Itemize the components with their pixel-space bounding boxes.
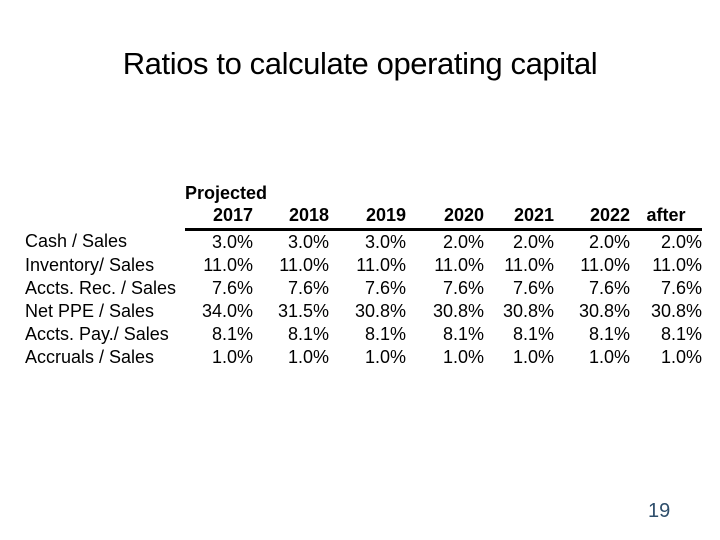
row-label: Inventory/ Sales [25,255,155,275]
ratio-value-cell: 3.0% [211,232,253,252]
ratio-value-cell: 8.1% [364,324,406,344]
table-year-row: 2017 2018 2019 2020 2021 2022 after [25,204,702,231]
column-header: 2020 [406,204,484,231]
column-header: 2017 [185,204,253,231]
row-label: Accts. Rec. / Sales [25,278,177,298]
table-group-header: Projected [185,183,268,203]
row-label: Accruals / Sales [25,347,155,367]
ratio-value-cell: 7.6% [660,278,702,298]
row-label: Cash / Sales [25,231,128,252]
ratio-value-cell: 2.0% [660,232,702,252]
empty-corner-cell [25,204,185,230]
ratio-value-cell: 1.0% [512,347,554,367]
column-header: 2022 [554,204,630,231]
ratio-value-cell: 2.0% [442,232,484,252]
row-label: Net PPE / Sales [25,301,155,321]
ratio-value-cell: 11.0% [580,255,630,275]
ratio-value-cell: 8.1% [660,324,702,344]
ratio-value-cell: 7.6% [512,278,554,298]
ratio-value-cell: 1.0% [660,347,702,367]
ratio-value-cell: 11.0% [279,255,329,275]
slide-title: Ratios to calculate operating capital [122,46,598,81]
table-body: Cash / Sales 3.0% 3.0% 3.0% 2.0% 2.0% 2.0% 2.0%… [25,230,702,370]
ratio-value-cell: 1.0% [588,347,630,367]
ratio-value-cell: 30.8% [650,301,702,321]
ratio-value-cell: 7.6% [287,278,329,298]
column-header: 2018 [253,204,329,231]
ratio-value-cell: 11.0% [504,255,554,275]
table-row: Accts. Rec. / Sales 7.6% 7.6% 7.6% 7.6% 7.6% 7… [25,277,702,300]
ratio-value-cell: 7.6% [364,278,406,298]
table-row: Cash / Sales 3.0% 3.0% 3.0% 2.0% 2.0% 2.0% 2.0% [25,230,702,255]
ratio-value-cell: 1.0% [364,347,406,367]
projected-row: Projected [25,182,702,204]
ratio-value-cell: 34.0% [201,301,253,321]
ratio-value-cell: 30.8% [502,301,554,321]
ratio-value-cell: 8.1% [588,324,630,344]
ratio-value-cell: 7.6% [588,278,630,298]
ratio-value-cell: 7.6% [211,278,253,298]
row-label: Accts. Pay./ Sales [25,324,169,344]
page-number: 19 [648,500,671,522]
ratio-value-cell: 11.0% [434,255,484,275]
ratio-value-cell: 3.0% [287,232,329,252]
ratio-value-cell: 1.0% [211,347,253,367]
ratio-value-cell: 1.0% [287,347,329,367]
ratio-value-cell: 8.1% [287,324,329,344]
column-header: 2019 [329,204,406,231]
table-row: Net PPE / Sales 34.0% 31.5% 30.8% 30.8% 30.8%… [25,300,702,323]
column-header: after [630,204,702,231]
ratio-value-cell: 30.8% [578,301,630,321]
empty-corner-cell [25,182,185,204]
ratio-value-cell: 8.1% [211,324,253,344]
column-header: 2021 [484,204,554,231]
ratio-value-cell: 11.0% [356,255,406,275]
ratio-value-cell: 2.0% [588,232,630,252]
ratio-value-cell: 31.5% [277,301,329,321]
table-header: Projected 2017 2018 2019 2020 2021 2022 after [25,182,702,231]
ratio-value-cell: 2.0% [512,232,554,252]
operating-capital-ratios-table: Projected 2017 2018 2019 2020 2021 2022 after … [25,182,702,369]
ratio-value-cell: 30.8% [354,301,406,321]
ratio-value-cell: 8.1% [442,324,484,344]
ratio-value-cell: 8.1% [512,324,554,344]
ratio-value-cell: 1.0% [442,347,484,367]
ratio-value-cell: 7.6% [442,278,484,298]
ratio-value-cell: 11.0% [652,255,702,275]
table-row: Accts. Pay./ Sales 8.1% 8.1% 8.1% 8.1% 8.1% 8.… [25,323,702,346]
table-row: Inventory/ Sales 11.0% 11.0% 11.0% 11.0% 11.0… [25,254,702,277]
ratio-value-cell: 30.8% [432,301,484,321]
table-row: Accruals / Sales 1.0% 1.0% 1.0% 1.0% 1.0% 1.0%… [25,346,702,369]
ratio-value-cell: 11.0% [203,255,253,275]
ratio-value-cell: 3.0% [364,232,406,252]
